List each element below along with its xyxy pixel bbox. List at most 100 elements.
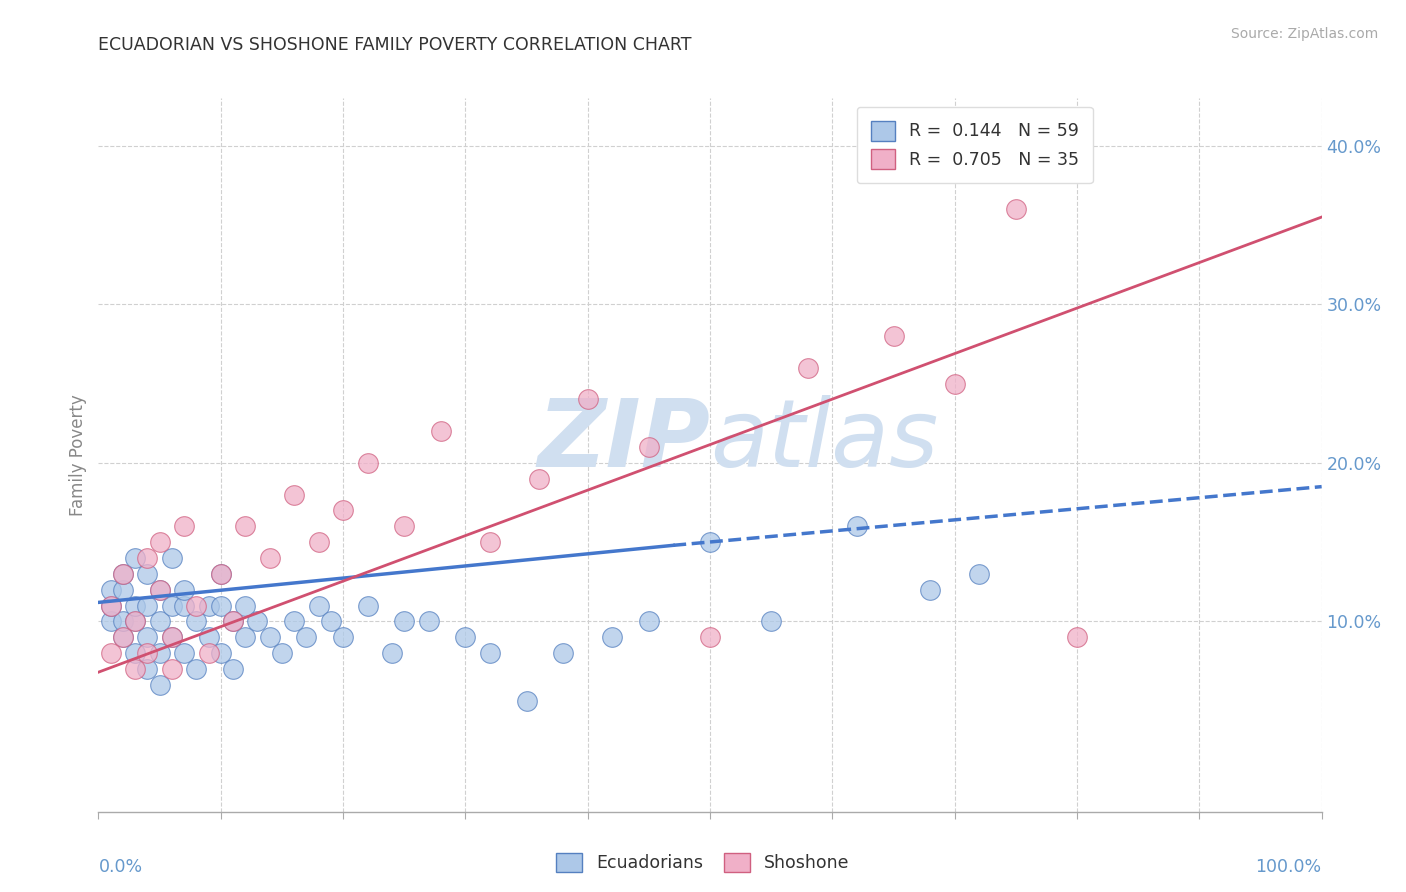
Point	[197, 599, 219, 613]
Point	[160, 630, 183, 644]
Point	[136, 662, 159, 676]
Point	[136, 566, 159, 581]
Point	[233, 630, 256, 644]
Point	[392, 519, 416, 533]
Text: ECUADORIAN VS SHOSHONE FAMILY POVERTY CORRELATION CHART: ECUADORIAN VS SHOSHONE FAMILY POVERTY CO…	[98, 36, 692, 54]
Point	[233, 599, 256, 613]
Point	[430, 424, 453, 438]
Point	[308, 599, 330, 613]
Point	[173, 599, 195, 613]
Point	[576, 392, 599, 407]
Point	[100, 599, 122, 613]
Point	[233, 519, 256, 533]
Point	[1004, 202, 1026, 216]
Point	[515, 694, 537, 708]
Point	[186, 615, 208, 629]
Point	[845, 519, 868, 533]
Text: atlas: atlas	[710, 395, 938, 486]
Point	[478, 646, 501, 660]
Point	[209, 599, 232, 613]
Point	[111, 582, 134, 597]
Point	[149, 582, 172, 597]
Text: ZIP: ZIP	[537, 394, 710, 487]
Point	[356, 599, 378, 613]
Point	[259, 630, 281, 644]
Point	[111, 566, 134, 581]
Point	[246, 615, 269, 629]
Point	[1066, 630, 1088, 644]
Point	[111, 630, 134, 644]
Point	[197, 630, 219, 644]
Point	[149, 582, 172, 597]
Text: 100.0%: 100.0%	[1256, 858, 1322, 876]
Point	[136, 551, 159, 566]
Point	[967, 566, 990, 581]
Point	[319, 615, 342, 629]
Point	[173, 582, 195, 597]
Point	[100, 615, 122, 629]
Point	[149, 615, 172, 629]
Point	[209, 566, 232, 581]
Point	[136, 646, 159, 660]
Point	[699, 630, 721, 644]
Point	[149, 678, 172, 692]
Point	[209, 646, 232, 660]
Point	[356, 456, 378, 470]
Point	[100, 646, 122, 660]
Point	[124, 662, 146, 676]
Point	[100, 582, 122, 597]
Point	[454, 630, 477, 644]
Point	[124, 615, 146, 629]
Point	[943, 376, 966, 391]
Point	[160, 662, 183, 676]
Point	[637, 440, 661, 454]
Point	[883, 329, 905, 343]
Point	[308, 535, 330, 549]
Point	[136, 630, 159, 644]
Legend: Ecuadorians, Shoshone: Ecuadorians, Shoshone	[550, 846, 856, 879]
Text: Source: ZipAtlas.com: Source: ZipAtlas.com	[1230, 27, 1378, 41]
Point	[797, 360, 820, 375]
Point	[222, 662, 245, 676]
Point	[186, 662, 208, 676]
Point	[332, 503, 354, 517]
Point	[160, 630, 183, 644]
Point	[283, 615, 305, 629]
Point	[124, 646, 146, 660]
Point	[637, 615, 661, 629]
Point	[392, 615, 416, 629]
Point	[160, 599, 183, 613]
Point	[259, 551, 281, 566]
Point	[111, 615, 134, 629]
Point	[332, 630, 354, 644]
Point	[111, 630, 134, 644]
Point	[418, 615, 440, 629]
Point	[222, 615, 245, 629]
Text: 0.0%: 0.0%	[98, 858, 142, 876]
Point	[149, 535, 172, 549]
Point	[124, 615, 146, 629]
Point	[209, 566, 232, 581]
Point	[160, 551, 183, 566]
Point	[699, 535, 721, 549]
Point	[553, 646, 575, 660]
Point	[136, 599, 159, 613]
Point	[173, 519, 195, 533]
Point	[197, 646, 219, 660]
Y-axis label: Family Poverty: Family Poverty	[69, 394, 87, 516]
Point	[124, 599, 146, 613]
Point	[527, 472, 550, 486]
Point	[295, 630, 318, 644]
Point	[222, 615, 245, 629]
Point	[270, 646, 294, 660]
Point	[111, 566, 134, 581]
Point	[381, 646, 404, 660]
Legend: R =  0.144   N = 59, R =  0.705   N = 35: R = 0.144 N = 59, R = 0.705 N = 35	[856, 107, 1092, 184]
Point	[124, 551, 146, 566]
Point	[186, 599, 208, 613]
Point	[478, 535, 501, 549]
Point	[173, 646, 195, 660]
Point	[149, 646, 172, 660]
Point	[100, 599, 122, 613]
Point	[761, 615, 783, 629]
